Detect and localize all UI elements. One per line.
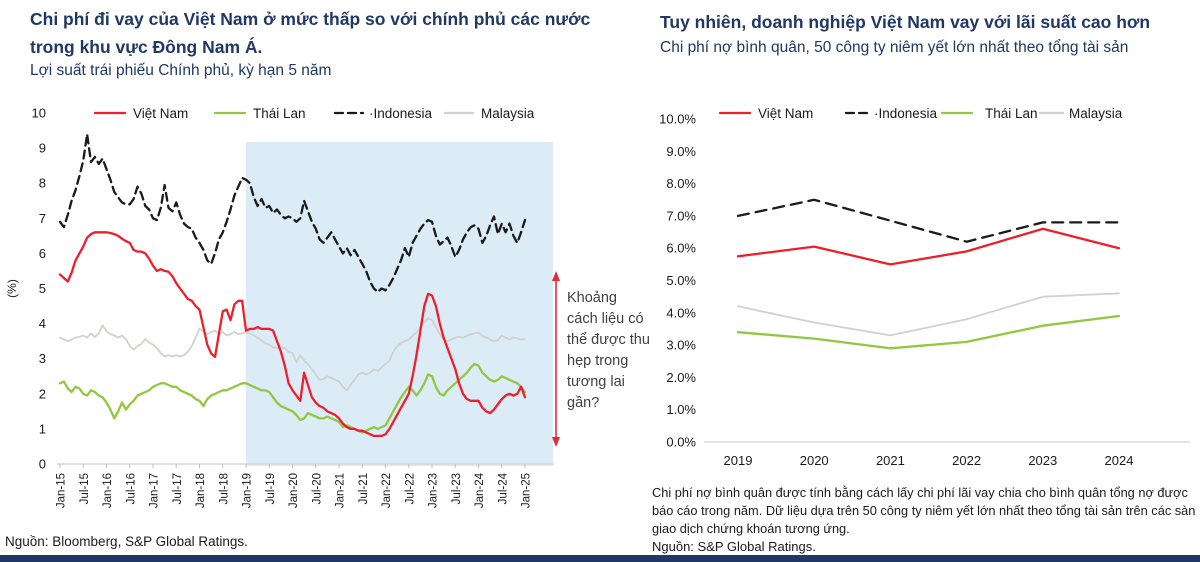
gap-arrow-head-bottom xyxy=(552,437,560,447)
y-axis-title: (%) xyxy=(5,279,19,298)
y-tick-label: 6.0% xyxy=(666,241,696,256)
legend-label-thái-lan: Thái Lan xyxy=(985,106,1038,121)
x-tick-label: Jan-15 xyxy=(56,473,68,508)
y-tick-label: 9 xyxy=(39,141,46,156)
x-tick-label: 2024 xyxy=(1105,453,1134,468)
y-tick-label: 5.0% xyxy=(666,273,696,288)
series-line-việt-nam xyxy=(58,231,527,438)
legend-label-việt-nam: Việt Nam xyxy=(758,106,813,121)
left-source-note: Nguồn: Bloomberg, S&P Global Ratings. xyxy=(5,534,248,549)
footer-bar xyxy=(0,555,1200,562)
x-tick-label: Jul-16 xyxy=(125,473,137,504)
right-source-note: Nguồn: S&P Global Ratings. xyxy=(652,539,816,554)
x-tick-label: Jul-17 xyxy=(172,473,184,504)
series-line-malaysia xyxy=(737,292,1120,337)
x-tick-label: Jul-23 xyxy=(451,473,463,504)
legend-label-malaysia: Malaysia xyxy=(481,106,535,121)
x-tick-label: Jul-19 xyxy=(265,473,277,504)
y-tick-label: 4 xyxy=(39,316,46,331)
right-chart-title: Tuy nhiên, doanh nghiệp Việt Nam vay với… xyxy=(660,12,1151,32)
right-footnote: Chi phí nợ bình quân được tính bằng cách… xyxy=(652,485,1196,536)
x-tick-label: Jan-16 xyxy=(102,473,114,508)
y-tick-label: 8.0% xyxy=(666,176,696,191)
y-tick-label: 4.0% xyxy=(666,305,696,320)
x-tick-label: Jan-17 xyxy=(149,473,161,508)
x-tick-label: Jan-18 xyxy=(195,473,207,508)
left-line-chart: Jan-15 Jul-15 Jan-16 Jul-16 Jan-17 Jul-17 Jan-… xyxy=(5,106,560,508)
gap-arrow-head-top xyxy=(552,271,560,281)
x-tick-label: Jul-15 xyxy=(79,473,91,504)
y-tick-label: 0.0% xyxy=(666,435,696,450)
y-tick-label: 2.0% xyxy=(666,370,696,385)
y-tick-label: 2 xyxy=(39,386,46,401)
y-tick-label: 7 xyxy=(39,211,46,226)
x-tick-label: 2022 xyxy=(952,453,981,468)
x-tick-label: 2023 xyxy=(1028,453,1057,468)
y-tick-label: 3.0% xyxy=(666,338,696,353)
x-tick-label: Jul-22 xyxy=(404,473,416,504)
x-tick-label: 2021 xyxy=(876,453,905,468)
series-line-indonesia xyxy=(58,132,527,294)
x-tick-label: Jan-19 xyxy=(242,473,254,508)
legend-label-indonesia: ·Indonesia xyxy=(874,106,938,121)
x-tick-label: Jan-25 xyxy=(521,473,533,508)
x-tick-label: 2019 xyxy=(724,453,753,468)
y-tick-label: 8 xyxy=(39,176,46,191)
series-line-thái-lan xyxy=(58,362,527,434)
y-tick-label: 0 xyxy=(39,457,46,472)
right-chart-subtitle: Chi phí nợ bình quân, 50 công ty niêm yế… xyxy=(660,39,1129,56)
legend-label-malaysia: Malaysia xyxy=(1069,106,1123,121)
left-chart-subtitle: Lợi suất trái phiếu Chính phủ, kỳ hạn 5 … xyxy=(30,62,332,79)
x-tick-label: Jan-22 xyxy=(381,473,393,508)
series-line-thái-lan xyxy=(736,314,1121,350)
y-tick-label: 10.0% xyxy=(659,112,696,127)
legend-label-việt-nam: Việt Nam xyxy=(133,106,188,121)
x-tick-label: Jan-24 xyxy=(474,472,486,508)
y-tick-label: 7.0% xyxy=(666,208,696,223)
x-tick-label: Jul-24 xyxy=(497,472,509,504)
x-tick-label: Jul-18 xyxy=(218,473,230,504)
y-tick-label: 5 xyxy=(39,281,46,296)
legend-label-thái-lan: Thái Lan xyxy=(253,106,306,121)
series-line-indonesia xyxy=(736,198,1121,243)
x-tick-label: Jan-21 xyxy=(335,473,347,508)
gap-annotation: Khoảng cách liệu có thể được thu hẹp tro… xyxy=(567,290,650,411)
y-tick-label: 10 xyxy=(32,106,46,121)
x-tick-label: Jul-21 xyxy=(358,473,370,504)
y-tick-label: 1.0% xyxy=(666,402,696,417)
right-line-chart: 0.0% 1.0% 2.0% 3.0% 4.0% 5.0% 6.0% 7.0% 8.0% 9.0%… xyxy=(659,106,1190,468)
series-line-malaysia xyxy=(59,317,526,392)
x-tick-label: Jan-20 xyxy=(288,473,300,508)
legend-label-indonesia: ·Indonesia xyxy=(369,106,433,121)
y-tick-label: 3 xyxy=(39,351,46,366)
y-tick-label: 9.0% xyxy=(666,144,696,159)
y-tick-label: 1 xyxy=(39,421,46,436)
x-tick-label: 2020 xyxy=(800,453,829,468)
y-tick-label: 6 xyxy=(39,246,46,261)
x-tick-label: Jul-20 xyxy=(311,473,323,504)
series-line-việt-nam xyxy=(736,227,1121,266)
x-tick-label: Jan-23 xyxy=(428,473,440,508)
highlight-region xyxy=(246,142,553,466)
left-chart-title: Chi phí đi vay của Việt Nam ở mức thấp s… xyxy=(30,9,591,57)
